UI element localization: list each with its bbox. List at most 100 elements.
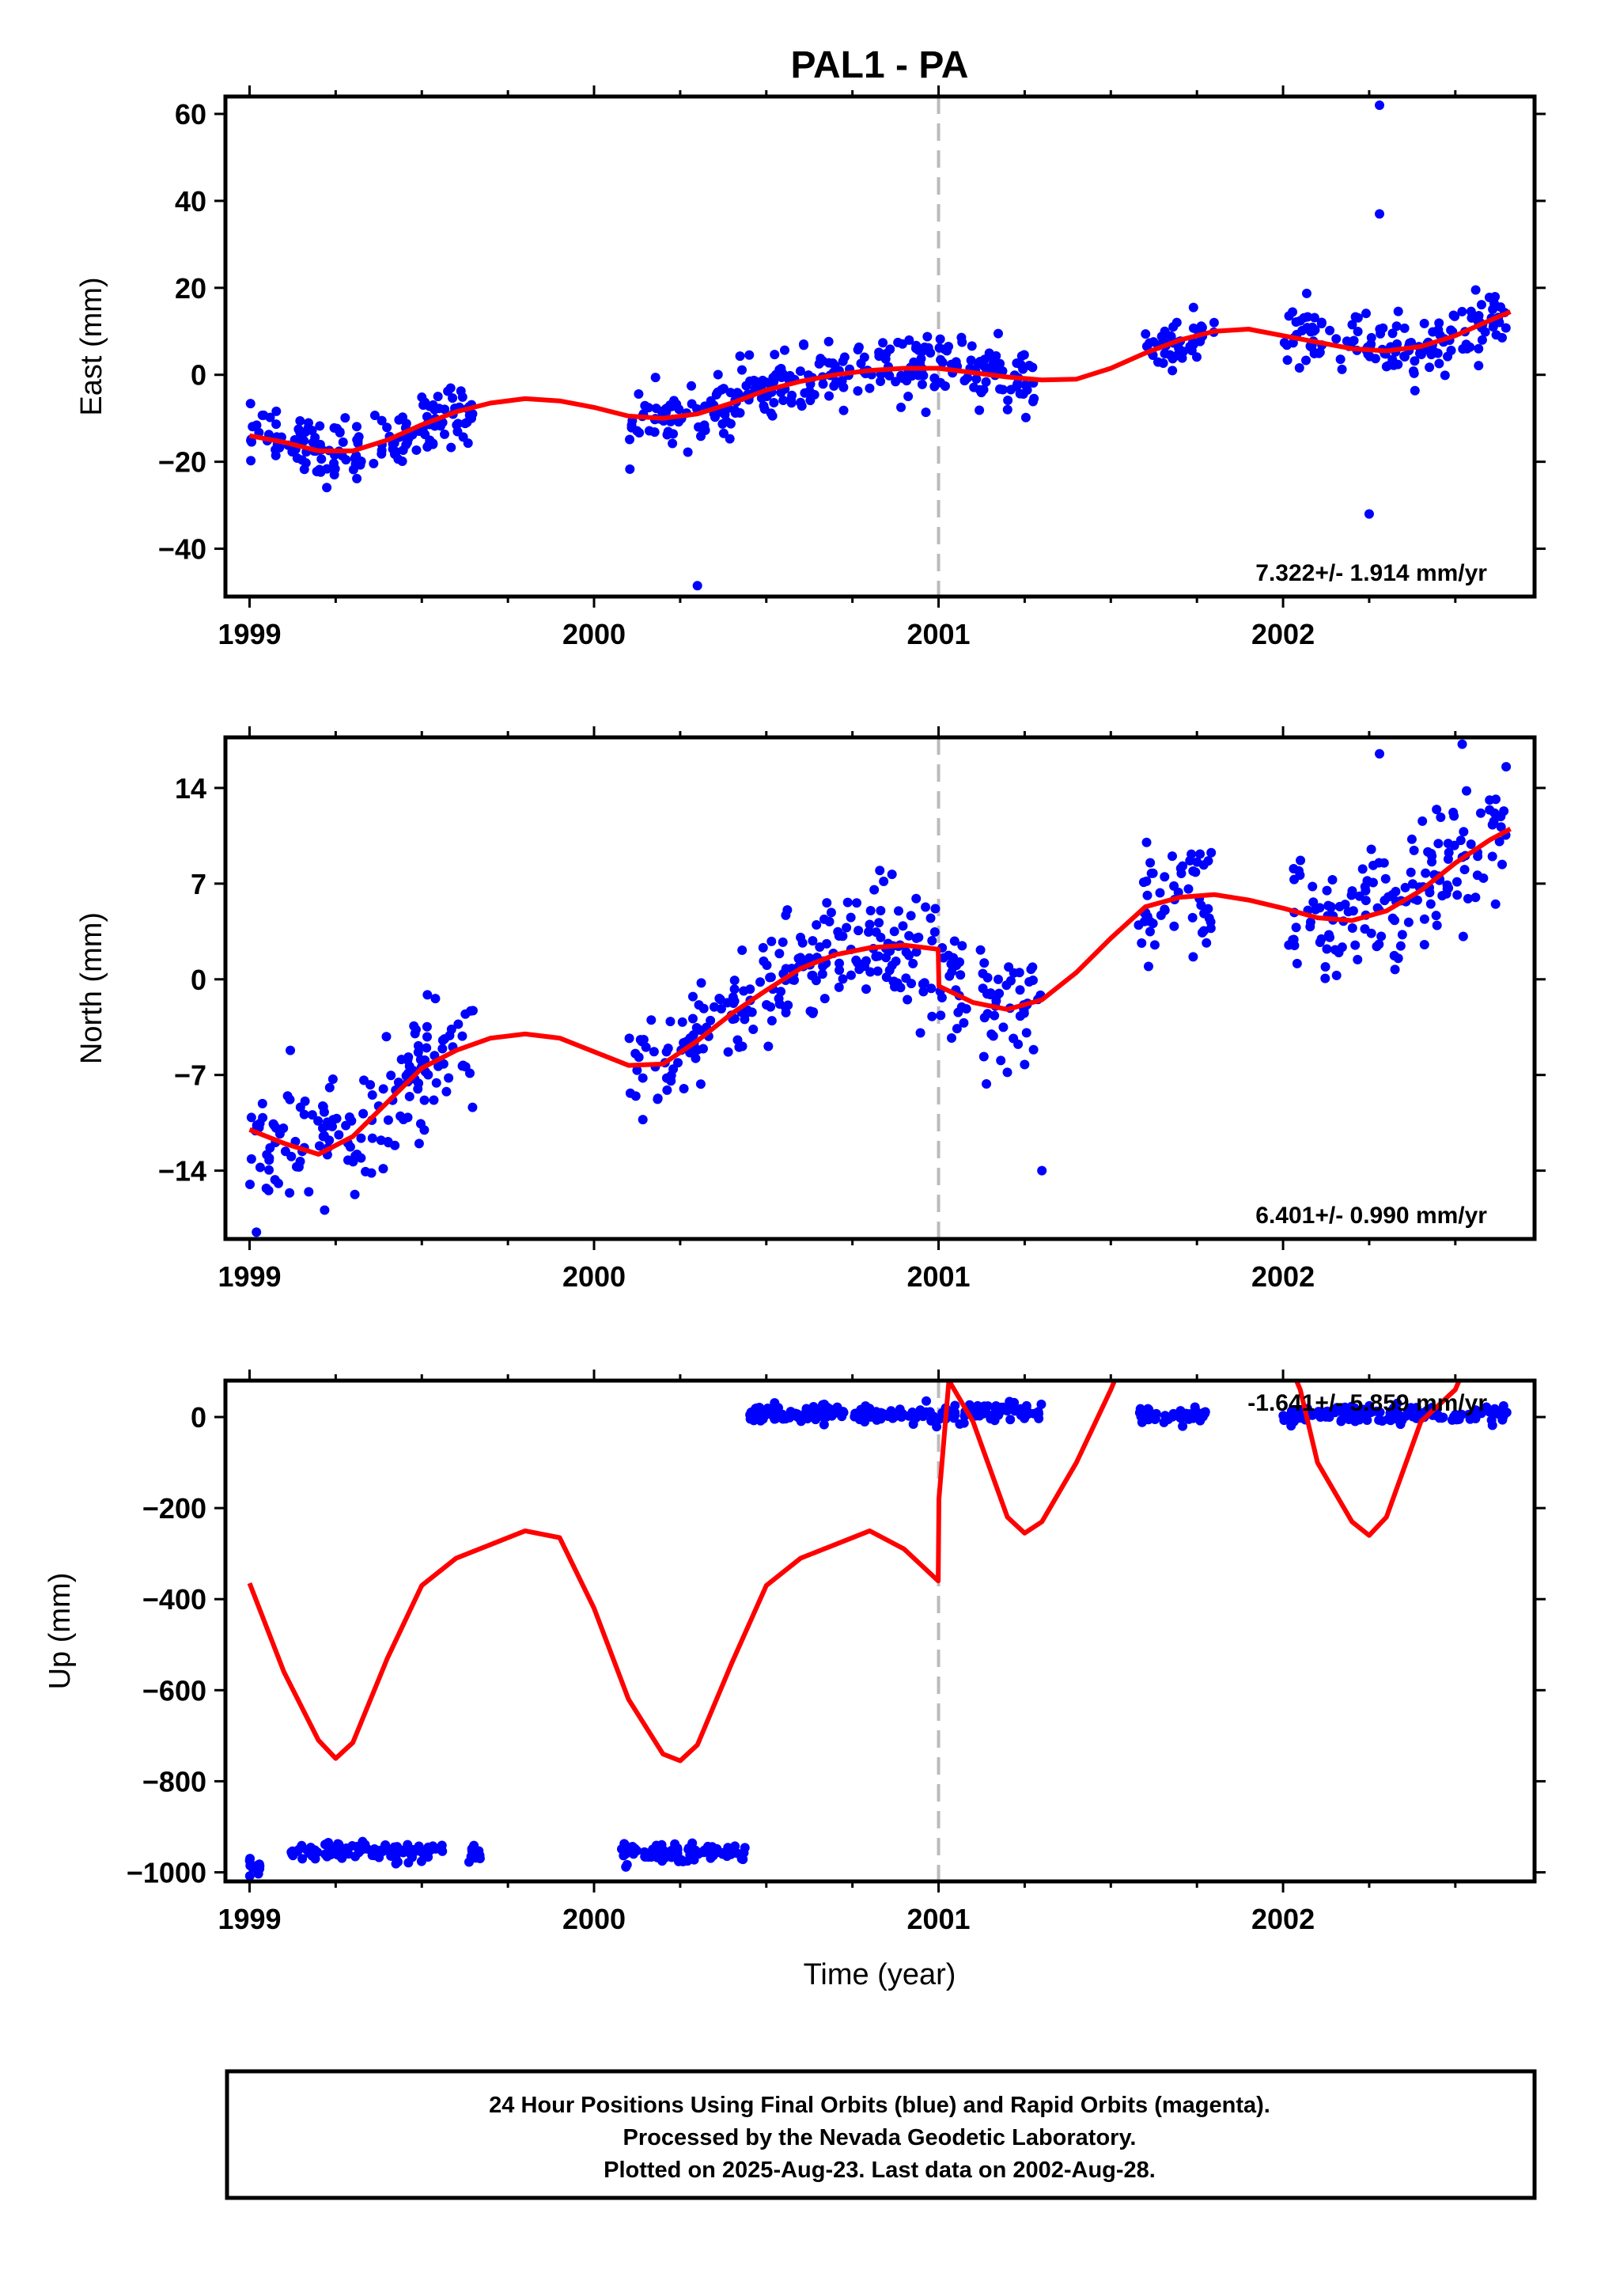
data-point bbox=[937, 993, 947, 1003]
data-point bbox=[1335, 354, 1346, 365]
data-point bbox=[903, 392, 914, 402]
data-point bbox=[1295, 870, 1305, 881]
data-point bbox=[861, 1404, 872, 1414]
data-point bbox=[331, 1849, 341, 1859]
data-point bbox=[729, 996, 740, 1006]
data-point bbox=[718, 428, 729, 438]
data-point bbox=[1195, 849, 1205, 859]
data-point bbox=[306, 1849, 316, 1859]
y-tick-label: −400 bbox=[142, 1583, 206, 1616]
data-point bbox=[679, 1084, 689, 1094]
data-point bbox=[1487, 851, 1497, 862]
data-point bbox=[781, 964, 791, 974]
data-point bbox=[1294, 362, 1304, 373]
data-point bbox=[808, 1408, 818, 1418]
data-point bbox=[1392, 1398, 1402, 1408]
data-point bbox=[1475, 808, 1486, 818]
data-point bbox=[474, 1846, 484, 1856]
data-point bbox=[908, 958, 918, 968]
data-point bbox=[1204, 913, 1214, 923]
footer-line-2: Processed by the Nevada Geodetic Laborat… bbox=[623, 2125, 1137, 2150]
data-point bbox=[975, 405, 985, 415]
data-point bbox=[264, 1165, 274, 1175]
data-point bbox=[255, 1863, 265, 1874]
data-point bbox=[978, 385, 989, 395]
data-point bbox=[1380, 873, 1391, 884]
data-point bbox=[252, 1227, 262, 1237]
data-point bbox=[1175, 1406, 1186, 1416]
data-point bbox=[1390, 915, 1400, 926]
model-curve-group bbox=[248, 309, 1512, 453]
data-point bbox=[1347, 923, 1357, 934]
data-point bbox=[1142, 890, 1152, 900]
data-point bbox=[811, 1415, 821, 1425]
data-point bbox=[1169, 921, 1179, 931]
data-point bbox=[1449, 840, 1459, 851]
data-point bbox=[1437, 891, 1448, 901]
x-tick-label: 1999 bbox=[218, 618, 281, 650]
data-point bbox=[446, 1024, 456, 1034]
data-point bbox=[672, 399, 682, 409]
data-point bbox=[428, 439, 438, 449]
data-point bbox=[1179, 347, 1189, 357]
data-point bbox=[453, 1019, 464, 1029]
data-point bbox=[1015, 985, 1025, 995]
data-point bbox=[1489, 808, 1500, 818]
data-point bbox=[341, 455, 351, 465]
data-point bbox=[361, 1166, 371, 1176]
data-point bbox=[1202, 938, 1212, 948]
data-point bbox=[687, 1013, 698, 1024]
data-point bbox=[377, 445, 387, 456]
data-point bbox=[993, 328, 1003, 339]
data-point bbox=[1319, 1408, 1329, 1418]
data-point bbox=[445, 383, 456, 393]
data-point bbox=[441, 1086, 452, 1097]
data-point bbox=[665, 1017, 676, 1027]
data-point bbox=[1020, 412, 1031, 422]
data-point bbox=[389, 1842, 399, 1852]
data-point bbox=[766, 936, 777, 946]
data-point bbox=[1175, 863, 1186, 873]
data-point bbox=[903, 995, 913, 1005]
data-point bbox=[1198, 1411, 1208, 1422]
data-point bbox=[934, 343, 944, 353]
data-point bbox=[1474, 343, 1484, 354]
data-point bbox=[329, 458, 339, 468]
data-point bbox=[898, 921, 908, 931]
data-point bbox=[1160, 348, 1170, 358]
data-point bbox=[433, 392, 443, 402]
data-point bbox=[1433, 348, 1443, 358]
data-point bbox=[774, 949, 785, 959]
up-panel: 1999 2000 2001 2002 −1000 −800 −600 −400 −200 0 Up… bbox=[44, 1370, 1546, 1935]
data-point bbox=[865, 906, 876, 916]
data-point bbox=[382, 422, 392, 433]
data-point bbox=[778, 395, 789, 405]
data-point bbox=[733, 389, 744, 400]
data-point bbox=[904, 335, 914, 345]
data-point bbox=[457, 392, 467, 402]
data-point bbox=[1419, 939, 1429, 949]
data-point bbox=[1028, 975, 1038, 985]
data-point bbox=[1188, 952, 1198, 962]
data-point bbox=[1457, 739, 1467, 749]
data-point bbox=[1005, 1415, 1016, 1425]
data-point bbox=[335, 427, 345, 438]
data-point bbox=[1023, 1409, 1033, 1419]
data-point bbox=[689, 1855, 699, 1865]
data-point bbox=[422, 411, 432, 422]
data-point bbox=[817, 969, 827, 979]
data-point bbox=[1005, 1396, 1015, 1407]
data-point bbox=[883, 1411, 893, 1421]
data-point bbox=[690, 1845, 700, 1855]
data-point bbox=[998, 1022, 1009, 1032]
data-point bbox=[925, 913, 936, 923]
data-point bbox=[893, 906, 903, 916]
data-point bbox=[1028, 362, 1038, 373]
data-point bbox=[1316, 319, 1327, 329]
data-point bbox=[918, 347, 928, 357]
data-point bbox=[285, 1094, 295, 1104]
data-point bbox=[1346, 890, 1357, 900]
data-point bbox=[706, 396, 716, 406]
data-point bbox=[1394, 1409, 1404, 1419]
data-point bbox=[1169, 881, 1179, 891]
